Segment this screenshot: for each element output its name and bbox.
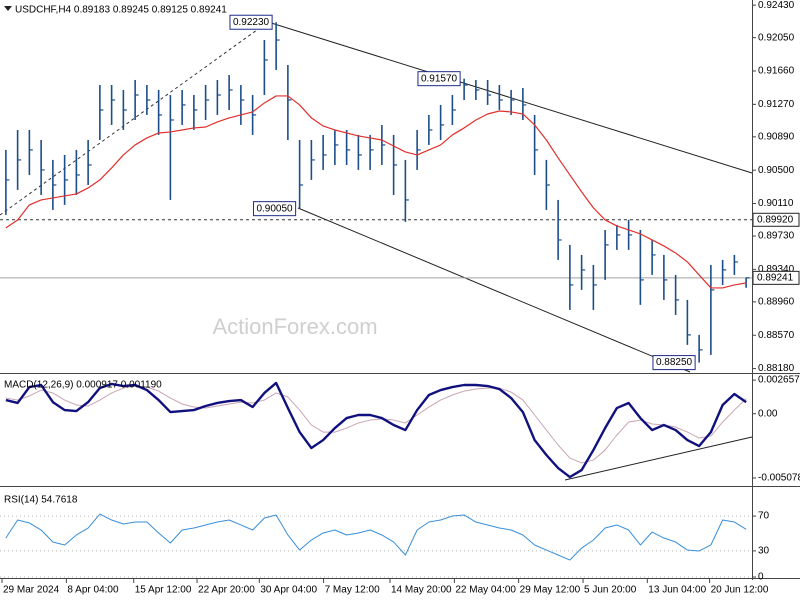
watermark: ActionForex.com (212, 314, 377, 339)
trend-line (564, 436, 753, 481)
annotation-box (417, 71, 461, 87)
panel-title: USDCHF,H4 0.89183 0.89245 0.89125 0.8924… (15, 5, 227, 16)
y-tick-label: 0.90890 (758, 131, 795, 142)
annotation-box (652, 355, 696, 371)
menu-icon (4, 6, 12, 11)
x-tick-label: 30 Apr 04:00 (260, 585, 317, 596)
y-tick-label: 70 (758, 511, 770, 522)
y-tick-label: 0.91660 (758, 66, 795, 77)
y-tick-label: 0.91270 (758, 99, 795, 110)
annotation-label: 0.88250 (656, 357, 693, 368)
annotation-label: 0.92230 (233, 17, 270, 28)
y-tick-label: 0.88570 (758, 330, 795, 341)
x-tick-label: 8 Apr 04:00 (67, 585, 119, 596)
y-tick-label: 0.90110 (758, 198, 794, 209)
y-tick-label: -0.005078 (758, 473, 800, 484)
channel-line (297, 207, 691, 373)
y-tick-label: 0.002657 (758, 375, 800, 386)
x-tick-label: 14 May 20:00 (391, 585, 452, 596)
y-tick-label: 0.89730 (758, 231, 795, 242)
panel-title: MACD(12,26,9) 0.000917 0.001190 (4, 380, 162, 391)
annotation-box (229, 14, 273, 30)
line (5, 95, 747, 289)
x-tick-label: 5 Jun 20:00 (584, 585, 637, 596)
y-tick-label: 0.89340 (758, 264, 795, 275)
y-tick-label: 0.00 (758, 408, 778, 419)
annotation-label: 0.91570 (421, 73, 458, 84)
y-tick-label: 0.90500 (758, 165, 795, 176)
annotation-label: 0.90050 (256, 203, 293, 214)
channel-line (267, 21, 753, 174)
x-tick-label: 20 Jun 12:00 (711, 585, 769, 596)
level-label: 0.89241 (757, 272, 794, 283)
x-tick-label: 29 Mar 2024 (3, 585, 60, 596)
level-label: 0.89920 (757, 214, 794, 225)
x-tick-label: 7 May 12:00 (325, 585, 380, 596)
x-tick-label: 15 Apr 12:00 (135, 585, 192, 596)
x-tick-label: 22 May 04:00 (455, 585, 516, 596)
annotation-box (252, 201, 297, 217)
line (5, 385, 747, 464)
y-tick-label: 0.88180 (758, 363, 795, 374)
x-tick-label: 29 May 12:00 (520, 585, 581, 596)
panel-title: RSI(14) 54.7618 (4, 495, 78, 506)
y-tick-label: 0.92050 (758, 32, 795, 43)
layout (0, 6, 753, 481)
y-tick-label: 30 (758, 546, 770, 557)
trend-line (0, 21, 269, 216)
y-tick-label: 0 (758, 572, 764, 583)
line (5, 381, 747, 479)
x-tick-label: 13 Jun 04:00 (648, 585, 706, 596)
x-tick-label: 22 Apr 20:00 (198, 585, 255, 596)
y-tick-label: 0.88960 (758, 297, 795, 308)
y-tick-label: 0.92430 (758, 0, 795, 11)
line (5, 513, 747, 561)
